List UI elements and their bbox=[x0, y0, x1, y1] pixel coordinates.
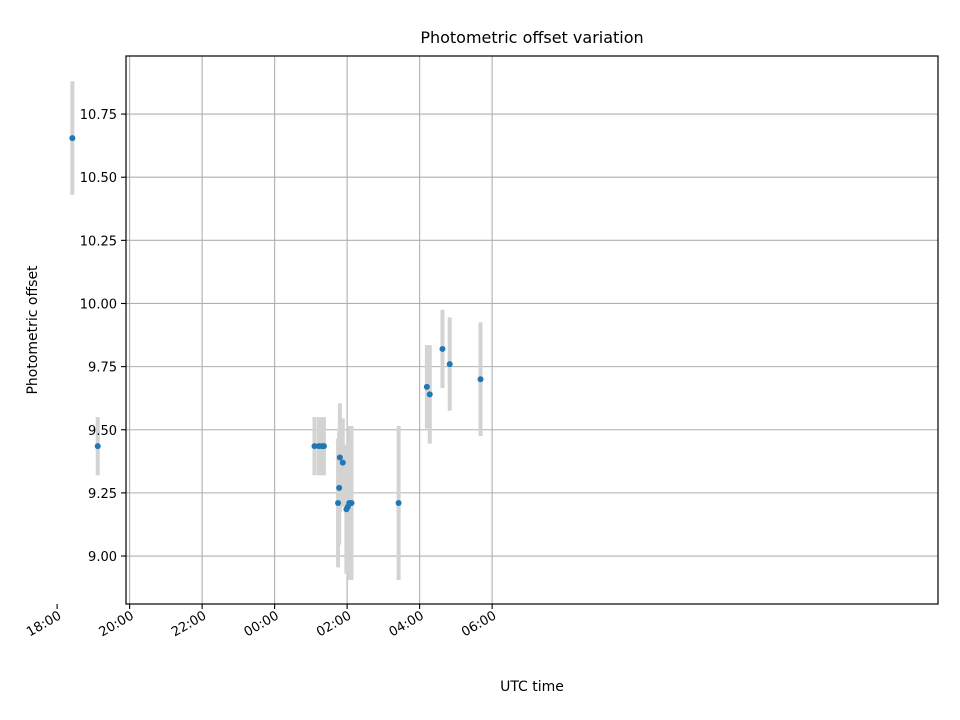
data-point bbox=[335, 499, 342, 506]
data-point bbox=[339, 459, 346, 466]
y-tick-label: 10.25 bbox=[80, 234, 117, 249]
y-tick-label: 10.50 bbox=[80, 171, 117, 186]
y-tick-label: 10.00 bbox=[80, 297, 117, 312]
y-tick-label: 9.75 bbox=[88, 361, 117, 376]
data-point bbox=[336, 454, 343, 461]
data-point bbox=[477, 376, 484, 383]
y-axis-label: Photometric offset bbox=[25, 265, 41, 395]
y-tick-label: 10.75 bbox=[80, 108, 117, 123]
data-point bbox=[94, 443, 101, 450]
data-point bbox=[446, 361, 453, 368]
data-point bbox=[320, 443, 327, 450]
data-point bbox=[439, 345, 446, 352]
data-point bbox=[395, 499, 402, 506]
y-tick-label: 9.50 bbox=[88, 424, 117, 439]
data-point bbox=[423, 383, 430, 390]
data-point bbox=[348, 499, 355, 506]
data-points bbox=[69, 135, 484, 513]
chart-title: Photometric offset variation bbox=[420, 28, 643, 47]
grid bbox=[126, 56, 938, 604]
data-point bbox=[426, 391, 433, 398]
y-tick-label: 9.25 bbox=[88, 487, 117, 502]
data-point bbox=[69, 135, 76, 142]
data-point bbox=[311, 443, 318, 450]
y-tick-label: 9.00 bbox=[88, 550, 117, 565]
data-point bbox=[336, 484, 343, 491]
x-axis-label: UTC time bbox=[500, 679, 564, 695]
plot-frame bbox=[125, 55, 939, 605]
